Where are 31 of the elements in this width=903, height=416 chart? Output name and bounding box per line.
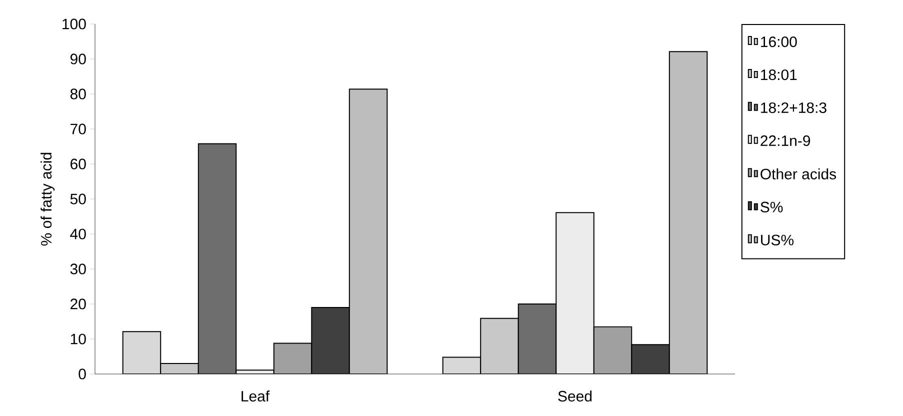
y-tick-label: 0 xyxy=(78,368,86,380)
bar xyxy=(311,307,350,374)
bar xyxy=(631,344,670,374)
bar xyxy=(442,356,482,374)
y-tick-label: 10 xyxy=(70,334,86,344)
y-tick-label: 90 xyxy=(70,54,86,64)
y-tick-label: 70 xyxy=(70,124,86,134)
y-tick-label: 80 xyxy=(70,88,86,100)
y-tick-label: 30 xyxy=(70,264,86,274)
x-tick-label: Leaf xyxy=(242,390,270,402)
y-tick-label: 40 xyxy=(70,228,86,240)
y-tick-label: 60 xyxy=(70,158,86,170)
legend-label: 18:2+18:3 xyxy=(761,102,826,114)
bar xyxy=(480,318,519,374)
y-tick-label: 100 xyxy=(62,18,86,30)
bar xyxy=(198,143,237,374)
legend-label: 18:01 xyxy=(761,69,797,80)
legend-label: US% xyxy=(761,234,794,246)
legend-label: 22:1n-9 xyxy=(760,135,810,146)
bar xyxy=(348,88,388,374)
y-tick-label: 50 xyxy=(70,194,86,204)
y-tick-label: 20 xyxy=(70,298,86,310)
y-axis-title: % of fatty acid xyxy=(40,152,55,246)
bar xyxy=(556,212,594,374)
legend-label: Other acids xyxy=(760,168,836,180)
bar xyxy=(668,51,708,374)
bar xyxy=(122,331,162,374)
x-tick-label: Seed xyxy=(558,390,592,402)
bar xyxy=(518,304,557,374)
legend-label: S% xyxy=(760,202,783,212)
legend-label: 16:00 xyxy=(761,36,797,48)
